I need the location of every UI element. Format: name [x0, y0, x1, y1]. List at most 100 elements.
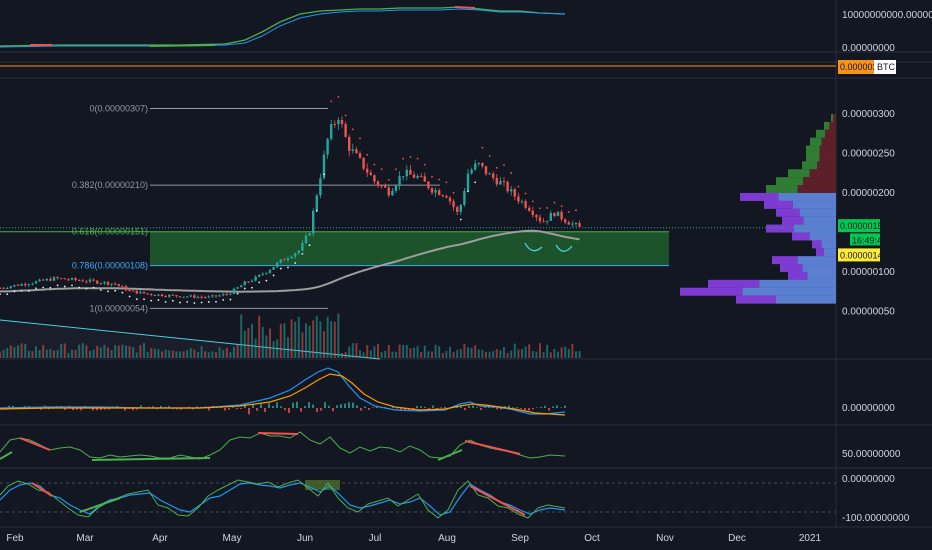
macd-signal-line	[0, 373, 566, 416]
macd-panel[interactable]: 0.00000000	[0, 367, 895, 416]
macd-hist-bar	[464, 408, 466, 411]
volume-bar	[71, 349, 73, 358]
volume-bar	[341, 352, 343, 358]
volume-bar	[362, 352, 365, 358]
candle-body	[420, 176, 423, 178]
candle-body	[517, 196, 520, 202]
volume-bar	[107, 347, 109, 358]
volume-bar	[535, 351, 538, 358]
volume-bar	[506, 352, 509, 358]
macd-hist-bar	[544, 405, 546, 408]
volume-bar	[355, 343, 358, 358]
rsi-divergence-red-2	[257, 432, 299, 435]
volume-bar	[218, 347, 221, 358]
volume-bar	[452, 351, 455, 358]
volume-profile-bar	[780, 264, 803, 273]
volume-bar	[503, 347, 505, 358]
macd-hist-bar	[372, 407, 374, 408]
price-candles	[0, 116, 581, 299]
volume-bar	[164, 349, 167, 358]
macd-hist-bar	[276, 402, 278, 408]
candle-body	[330, 124, 333, 139]
williams-panel[interactable]: 0.00000000 -100.00000000	[0, 474, 910, 524]
supertrend-dot	[539, 207, 541, 210]
supertrend-dot	[179, 301, 181, 304]
countdown-tag	[850, 233, 880, 246]
supertrend-dot	[387, 178, 390, 181]
volume-bar	[45, 349, 48, 358]
candle-body	[506, 181, 509, 192]
volume-bar	[121, 344, 124, 358]
macd-hist-bar	[292, 402, 294, 408]
macd-hist-bar	[508, 405, 510, 408]
candle-body	[477, 162, 480, 164]
candle-body	[13, 284, 16, 287]
volume-profile-bar	[788, 271, 808, 280]
candle-body	[405, 169, 408, 177]
volume-profile-bar	[810, 137, 822, 146]
countdown-tag-text: 16:49:41	[852, 235, 887, 245]
supertrend-dot	[6, 293, 9, 296]
volume-bar	[463, 343, 466, 358]
candle-body	[6, 287, 9, 289]
candle-body	[78, 280, 81, 282]
volume-bar	[477, 349, 480, 358]
rsi-panel[interactable]: 50.00000000	[0, 431, 901, 461]
candle-body	[578, 223, 581, 227]
candle-body	[153, 295, 156, 297]
volume-bar	[125, 345, 127, 358]
volume-bar	[157, 349, 160, 358]
candle-body	[301, 243, 304, 251]
volume-bar	[117, 345, 120, 358]
macd-hist-bar	[244, 403, 246, 408]
macd-hist-bar	[312, 404, 314, 408]
candle-body	[261, 273, 264, 275]
main-price-panel[interactable]: 0(0.00000307) 0.382(0.00000210) 0.618(0.00…	[0, 96, 895, 360]
volume-bar	[416, 346, 419, 358]
supertrend-dot	[373, 163, 376, 166]
time-axis[interactable]: Feb Mar Apr May Jun Jul Aug Sep Oct Nov Dec 2021	[6, 533, 821, 544]
volume-bar	[74, 349, 77, 358]
macd-hist-bar	[264, 408, 266, 413]
volume-bar	[323, 331, 325, 358]
volume-bar	[492, 351, 495, 358]
supertrend-dot	[251, 286, 253, 289]
fib-zone	[150, 231, 669, 266]
candle-body	[373, 175, 376, 182]
volume-bar	[243, 330, 246, 358]
supertrend-dot	[150, 299, 153, 302]
candle-body	[229, 293, 232, 295]
candle-body	[24, 284, 27, 286]
candle-body	[553, 213, 556, 217]
candle-body	[240, 285, 243, 288]
candle-body	[283, 259, 286, 261]
fib-level-label: 0(0.00000307)	[89, 103, 148, 113]
macd-hist-bar	[100, 408, 102, 410]
supertrend-dot	[287, 266, 289, 269]
candle-body	[542, 221, 545, 223]
candle-body	[34, 281, 38, 284]
supertrend-dot	[301, 252, 304, 255]
supertrend-dot	[380, 168, 383, 171]
macd-hist-bar	[232, 407, 234, 408]
candle-body	[326, 138, 329, 155]
macd-hist-bar	[180, 408, 182, 410]
price-tick-label: 0.00000200	[842, 188, 895, 199]
candle-body	[470, 169, 473, 174]
candle-body	[193, 295, 196, 298]
volume-profile-bar	[829, 121, 836, 130]
supertrend-dot	[323, 173, 325, 176]
macd-hist-bar	[512, 407, 514, 408]
macd-hist-bar	[192, 408, 194, 410]
volume-bar	[27, 350, 30, 358]
macd-hist-bar	[132, 408, 134, 411]
macd-hist-bar	[136, 408, 138, 410]
volume-bar	[449, 346, 451, 358]
candle-body	[20, 284, 23, 286]
btc-symbol-text: BTC	[877, 62, 896, 72]
candle-body	[574, 223, 578, 225]
wr-divergence-green	[79, 497, 121, 513]
fibonacci-retracement: 0(0.00000307) 0.382(0.00000210) 0.618(0.00…	[0, 103, 669, 313]
macd-hist-bar	[336, 405, 338, 408]
